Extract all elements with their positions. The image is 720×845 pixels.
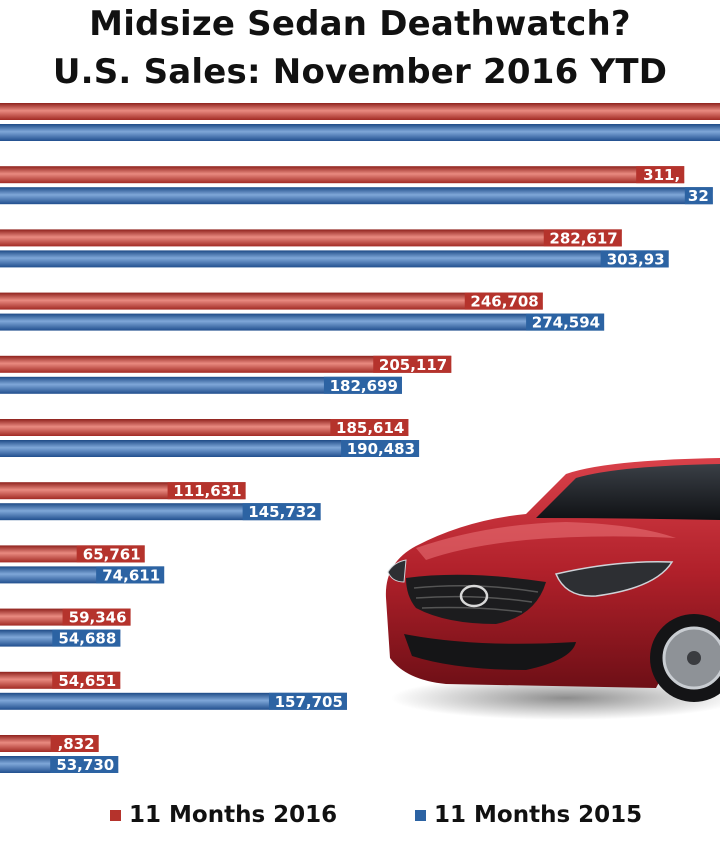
data-label-bg-2015-row-11 [50,756,119,773]
data-label-2016-row-6: 185,614 [336,419,404,437]
legend-label-2016: 11 Months 2016 [129,802,338,828]
bar-2015-row-1 [0,124,720,141]
legend-item-2016: 11 Months 2016 [110,802,337,828]
data-label-2016-row-5: 205,117 [379,356,447,374]
data-label-2015-row-3: 303,93 [607,250,665,268]
data-label-bg-2015-row-2 [684,187,713,205]
data-label-bg-2015-row-6 [341,440,420,457]
data-label-bg-2016-row-11 [50,735,99,752]
data-label-bg-2016-row-9 [62,608,131,626]
bar-2016-row-6 [0,419,409,436]
data-label-2016-row-2: 311, [643,166,680,184]
data-label-2015-row-9: 54,688 [58,630,116,648]
data-label-bg-2016-row-8 [76,545,145,563]
data-label-bg-2016-row-3 [543,229,622,247]
legend: 11 Months 2016 11 Months 2015 [0,802,720,836]
car-logo [459,584,489,608]
legend-item-2015: 11 Months 2015 [415,802,642,828]
data-label-2015-row-7: 145,732 [248,503,316,521]
bar-2015-row-7 [0,503,321,521]
car-grille [406,574,546,624]
bar-2015-row-4 [0,313,605,331]
bar-2016-row-3 [0,229,622,247]
data-label-2016-row-3: 282,617 [549,229,617,247]
car-hub [687,651,701,665]
data-label-bg-2015-row-10 [268,692,347,710]
bar-2015-row-10 [0,692,347,710]
data-label-bg-2015-row-9 [52,629,121,647]
data-label-2016-row-9: 59,346 [69,609,127,627]
legend-label-2015: 11 Months 2015 [434,802,643,828]
chart-title-line-1: Midsize Sedan Deathwatch? [89,4,631,44]
data-label-bg-2015-row-4 [526,313,605,331]
data-label-bg-2016-row-2 [636,166,685,184]
bar-2016-row-1 [0,103,720,120]
car-headlight [554,561,674,597]
data-label-2015-row-5: 182,699 [330,377,398,395]
data-label-2015-row-10: 157,705 [275,693,343,711]
car-image [385,458,720,720]
data-label-2016-row-10: 54,651 [58,672,116,690]
legend-swatch-2015 [415,809,426,821]
bar-2015-row-6 [0,440,420,457]
legend-swatch-2016 [110,809,121,821]
data-label-bg-2016-row-4 [464,292,543,310]
bar-2015-row-2 [0,187,713,205]
data-label-bg-2015-row-7 [242,503,321,521]
data-label-2015-row-8: 74,611 [102,566,160,584]
data-label-2016-row-4: 246,708 [470,293,538,311]
data-label-2015-row-6: 190,483 [347,440,415,458]
data-label-2016-row-7: 111,631 [173,482,241,500]
data-label-bg-2016-row-10 [52,671,121,689]
data-label-bg-2016-row-7 [167,482,246,500]
bar-2016-row-4 [0,292,543,310]
bar-chart: 311, 32 282,617 303,93 246,708 274,594 205,117… [0,103,720,774]
data-label-bg-2016-row-5 [373,355,452,373]
data-label-2016-row-11: ,832 [58,735,95,753]
car-windshield [536,464,720,520]
bar-2015-row-5 [0,376,402,394]
bar-2016-row-5 [0,355,452,373]
bar-2016-row-2 [0,166,685,184]
data-label-2015-row-4: 274,594 [532,314,600,332]
data-label-bg-2016-row-6 [330,419,409,436]
car-left-headlight [387,559,407,583]
car-hood-highlight [416,522,676,560]
data-label-2016-row-8: 65,761 [83,545,141,563]
bar-2015-row-3 [0,250,669,268]
data-label-2015-row-11: 53,730 [56,756,114,774]
chart-title-line-2: U.S. Sales: November 2016 YTD [52,52,668,92]
data-label-bg-2015-row-8 [96,566,165,584]
data-label-bg-2015-row-3 [600,250,669,268]
data-label-bg-2015-row-5 [323,376,402,394]
data-label-2015-row-2: 32 [688,187,709,205]
car-lower-intake [404,634,576,670]
